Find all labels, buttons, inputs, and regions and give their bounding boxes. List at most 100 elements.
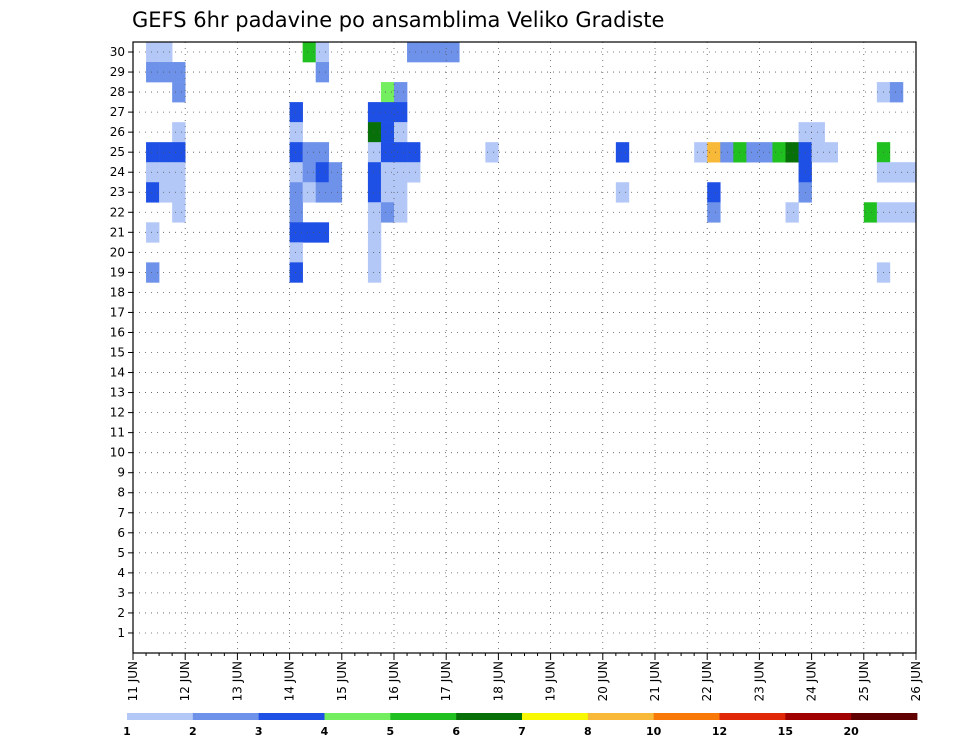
heatmap-cell bbox=[172, 162, 186, 183]
heatmap-cell bbox=[172, 122, 186, 143]
heatmap-cell bbox=[394, 122, 408, 143]
heatmap-cell bbox=[811, 122, 825, 143]
heatmap-cell bbox=[289, 122, 303, 143]
heatmap-cell bbox=[146, 162, 160, 183]
colorbar-label: 12 bbox=[712, 725, 727, 738]
y-tick-label: 9 bbox=[117, 466, 125, 480]
heatmap-cell bbox=[902, 162, 917, 183]
heatmap-cell bbox=[367, 122, 382, 143]
heatmap-cell bbox=[159, 62, 173, 83]
heatmap-cell bbox=[707, 202, 721, 223]
heatmap-cell bbox=[172, 62, 186, 83]
heatmap-cell bbox=[302, 42, 316, 63]
heatmap-cell bbox=[146, 222, 160, 243]
heatmap-cells bbox=[146, 42, 917, 283]
heatmap-cell bbox=[289, 222, 303, 243]
x-axis: 11 JUN 12 JUN 13 JUN 14 JUN 15 JUN 16 JUN 17 J… bbox=[126, 653, 923, 701]
heatmap-cell bbox=[380, 202, 395, 223]
heatmap-cell bbox=[289, 102, 303, 123]
x-tick-label: 22 JUN bbox=[700, 661, 714, 701]
y-tick-label: 2 bbox=[117, 606, 125, 620]
heatmap-cell bbox=[380, 162, 395, 183]
colorbar-label: 1 bbox=[123, 725, 131, 738]
y-tick-label: 22 bbox=[110, 205, 125, 219]
heatmap-cell bbox=[315, 182, 330, 203]
heatmap-cell bbox=[146, 42, 160, 63]
heatmap-cell bbox=[746, 142, 760, 163]
y-tick-label: 18 bbox=[110, 285, 125, 299]
x-tick-label: 19 JUN bbox=[544, 661, 558, 701]
heatmap-cell bbox=[615, 182, 630, 203]
heatmap-cell bbox=[289, 162, 303, 183]
heatmap-cell bbox=[172, 82, 186, 103]
y-tick-label: 12 bbox=[110, 406, 125, 420]
heatmap-cell bbox=[394, 142, 408, 163]
colorbar: 1 2 3 4 5 6 7 8 10 12 15 20 bbox=[123, 713, 918, 738]
x-tick-label: 25 JUN bbox=[857, 661, 871, 701]
heatmap-cell bbox=[394, 102, 408, 123]
colorbar-swatch bbox=[258, 713, 325, 720]
heatmap-cell bbox=[380, 182, 395, 203]
heatmap-cell bbox=[302, 182, 316, 203]
colorbar-label: 8 bbox=[584, 725, 592, 738]
y-tick-label: 29 bbox=[110, 65, 125, 79]
y-tick-label: 24 bbox=[110, 165, 125, 179]
y-tick-label: 23 bbox=[110, 185, 125, 199]
y-tick-label: 14 bbox=[110, 366, 125, 380]
heatmap-cell bbox=[302, 222, 316, 243]
y-tick-label: 30 bbox=[110, 45, 125, 59]
heatmap-cell bbox=[707, 182, 721, 203]
heatmap-cell bbox=[146, 262, 160, 283]
y-tick-label: 16 bbox=[110, 325, 125, 339]
x-tick-label: 17 JUN bbox=[439, 661, 453, 701]
colorbar-label: 4 bbox=[321, 725, 329, 738]
colorbar-swatch bbox=[587, 713, 655, 720]
heatmap-cell bbox=[863, 202, 878, 223]
heatmap-cell bbox=[315, 42, 330, 63]
y-tick-label: 8 bbox=[117, 486, 125, 500]
colorbar-label: 2 bbox=[189, 725, 197, 738]
heatmap-cell bbox=[394, 202, 408, 223]
heatmap-cell bbox=[302, 142, 316, 163]
chart-title: GEFS 6hr padavine po ansamblima Veliko G… bbox=[132, 8, 664, 32]
colorbar-label: 5 bbox=[387, 725, 395, 738]
heatmap-cell bbox=[615, 142, 630, 163]
heatmap-cell bbox=[159, 142, 173, 163]
colorbar-swatch bbox=[653, 713, 720, 720]
colorbar-swatch bbox=[390, 713, 457, 720]
heatmap-cell bbox=[811, 142, 825, 163]
heatmap-cell bbox=[367, 162, 382, 183]
y-tick-label: 10 bbox=[110, 446, 125, 460]
y-tick-label: 25 bbox=[110, 145, 125, 159]
heatmap-cell bbox=[289, 142, 303, 163]
x-tick-label: 12 JUN bbox=[178, 661, 192, 701]
colorbar-label: 7 bbox=[518, 725, 526, 738]
heatmap-cell bbox=[759, 142, 773, 163]
heatmap-cell bbox=[146, 62, 160, 83]
heatmap-cell bbox=[367, 102, 382, 123]
heatmap-cell bbox=[328, 182, 343, 203]
heatmap-cell bbox=[420, 42, 434, 63]
heatmap-cell bbox=[720, 142, 734, 163]
heatmap-cell bbox=[889, 202, 904, 223]
heatmap-cell bbox=[485, 142, 499, 163]
heatmap-cell bbox=[394, 82, 408, 103]
y-tick-label: 28 bbox=[110, 85, 125, 99]
heatmap-cell bbox=[824, 142, 838, 163]
heatmap-cell bbox=[159, 162, 173, 183]
heatmap-cell bbox=[172, 182, 186, 203]
heatmap-cell bbox=[902, 202, 917, 223]
heatmap-cell bbox=[446, 42, 460, 63]
heatmap-cell bbox=[785, 202, 799, 223]
colorbar-swatch bbox=[522, 713, 589, 720]
heatmap-cell bbox=[315, 142, 330, 163]
colorbar-swatch bbox=[324, 713, 391, 720]
heatmap-cell bbox=[380, 122, 395, 143]
heatmap-cell bbox=[407, 42, 421, 63]
heatmap-cell bbox=[302, 162, 316, 183]
heatmap-cell bbox=[889, 82, 904, 103]
heatmap-cell bbox=[367, 182, 382, 203]
heatmap-cell bbox=[367, 262, 382, 283]
heatmap-cell bbox=[380, 82, 395, 103]
